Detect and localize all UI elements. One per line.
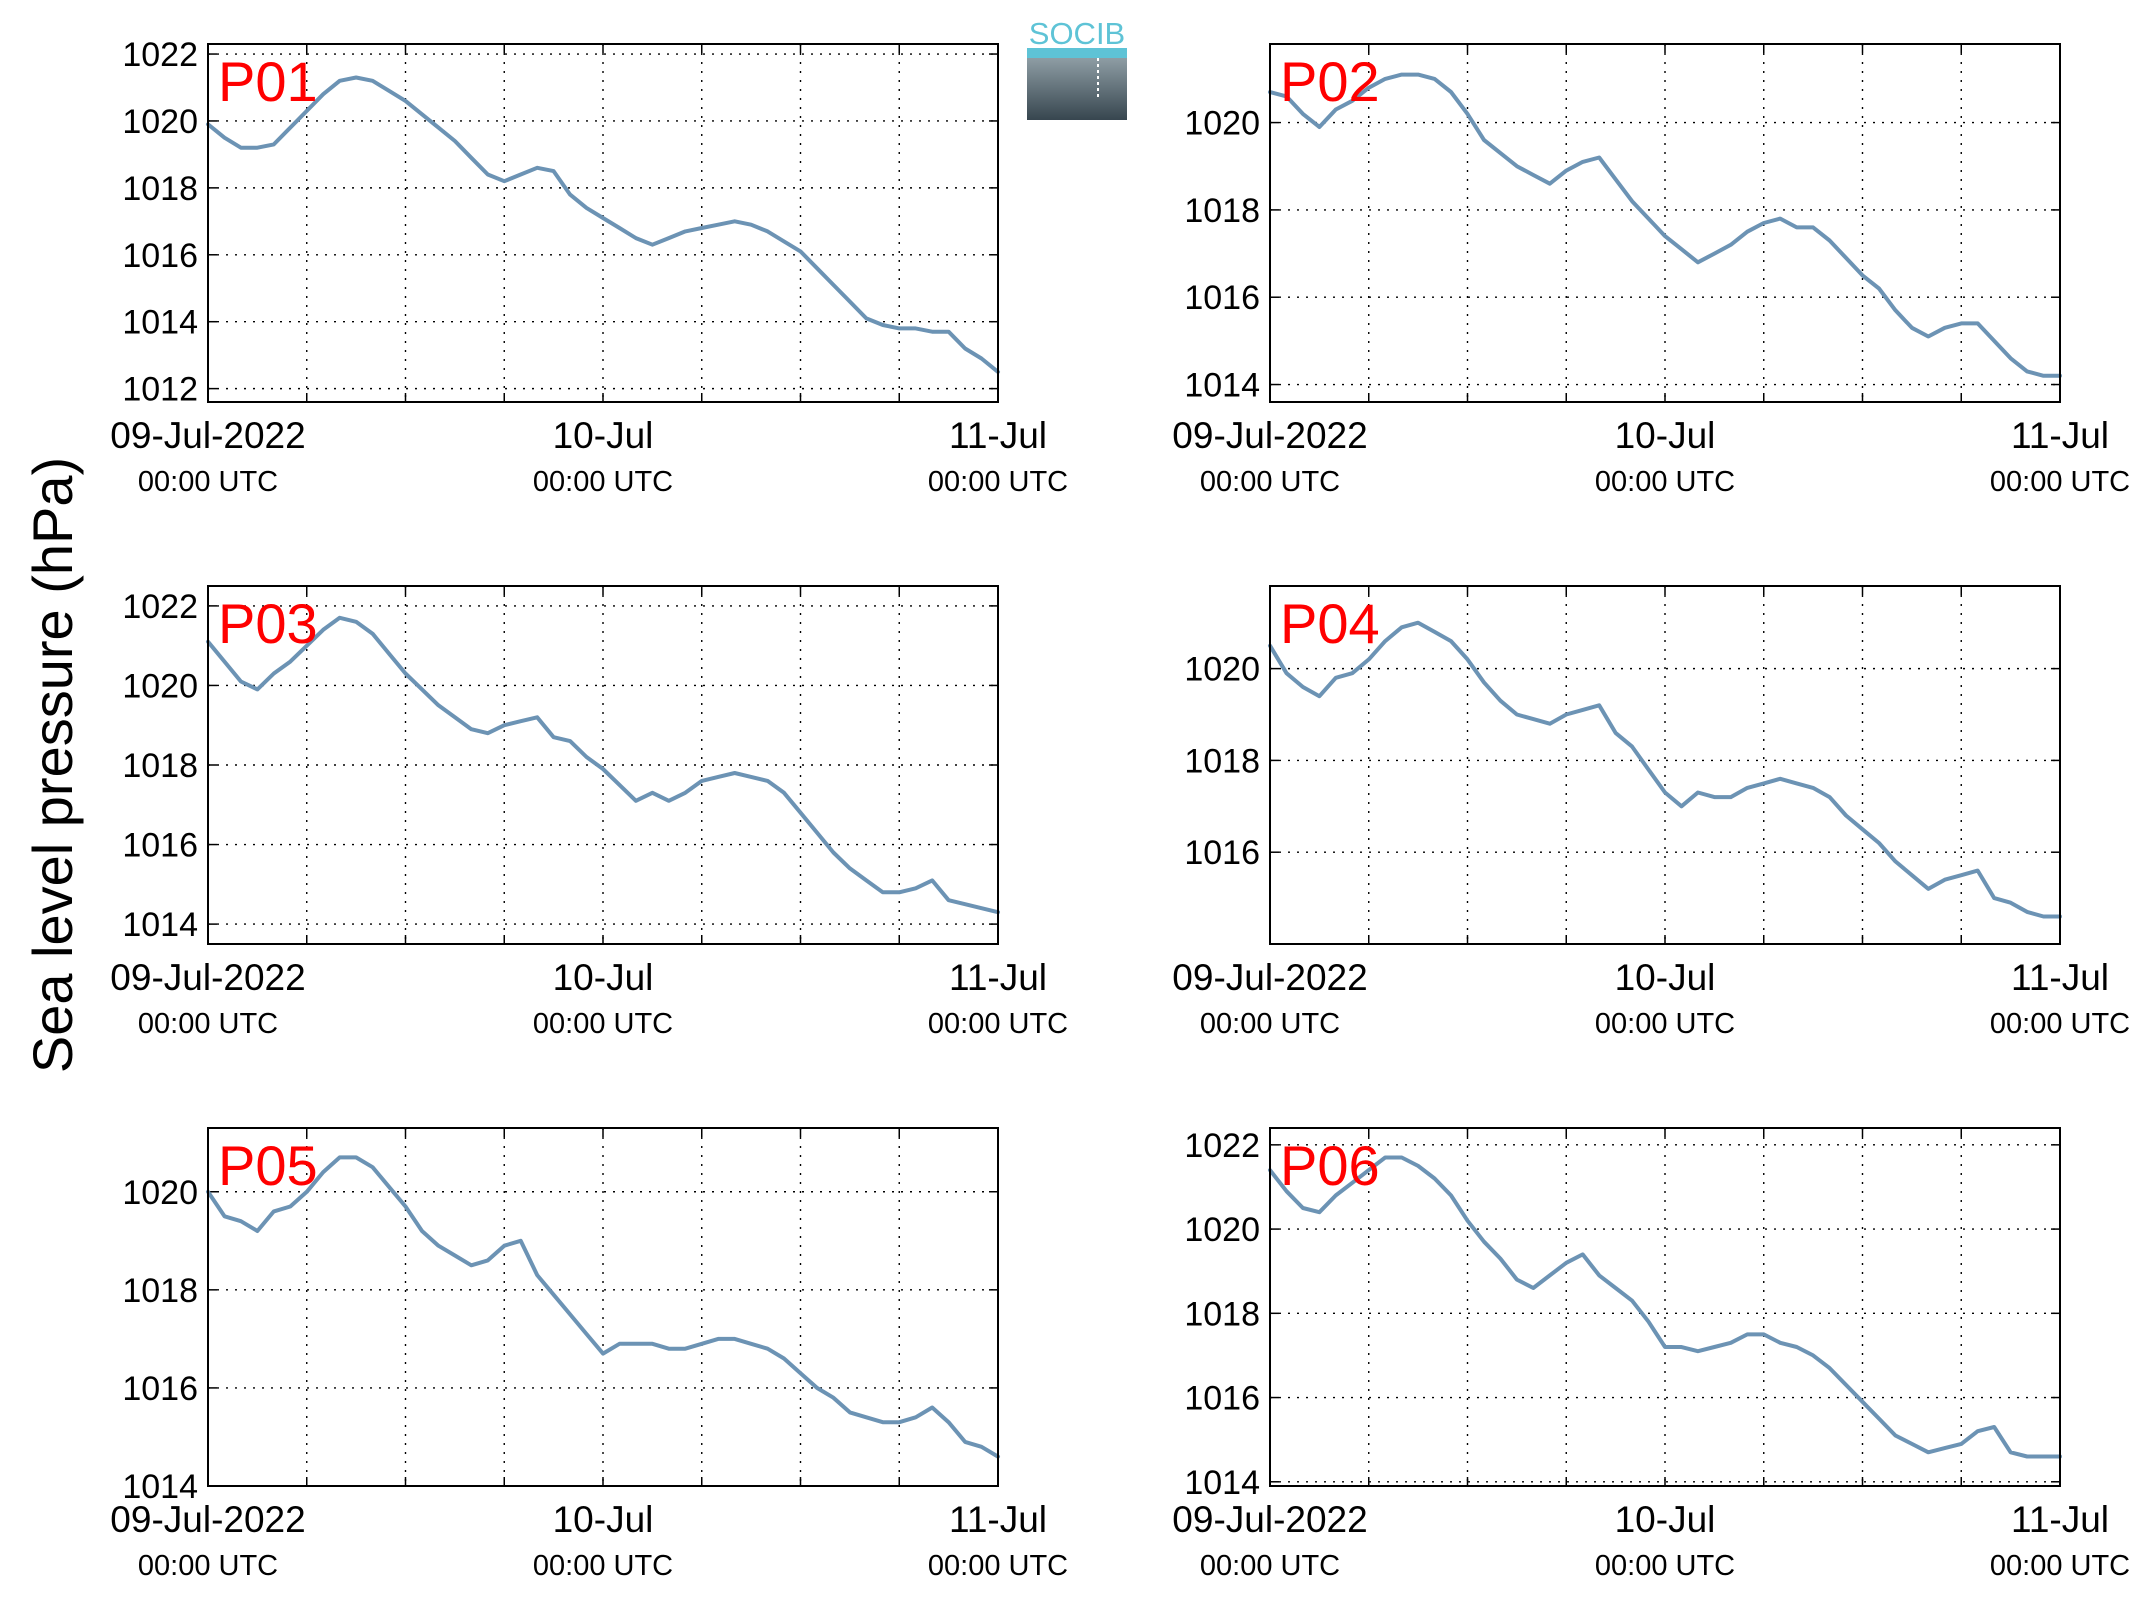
x-tick-label-time: 00:00 UTC [1200,466,1340,498]
y-tick-label: 1014 [1184,1464,1260,1502]
x-tick-label-time: 00:00 UTC [928,1008,1068,1040]
y-tick-label: 1018 [122,747,198,785]
x-tick-label-time: 00:00 UTC [1595,466,1735,498]
y-tick-label: 1022 [122,36,198,74]
station-label: P03 [218,592,318,655]
chart-panel-p06: 1014 1016 1018 1020 1022 09-Jul-2022 00:00 UTC… [1172,1127,2130,1582]
x-tick-label-date: 11-Jul [2011,415,2109,456]
x-tick-label-date: 10-Jul [1615,415,1716,456]
panels: 1012 1014 1016 1018 1020 1022 09-Jul-2022 00:00… [110,36,2130,1582]
pressure-series-line [206,615,1000,915]
x-tick-label-time: 00:00 UTC [138,1008,278,1040]
pressure-series-line [1268,620,2062,919]
x-tick-label-date: 11-Jul [949,415,1047,456]
y-tick-label: 1014 [122,304,198,342]
y-tick-label: 1018 [122,1272,198,1310]
axes-box [207,43,999,403]
axes-box [1269,43,2061,403]
x-tick-label-time: 00:00 UTC [1200,1550,1340,1582]
pressure-series-line [206,1155,1000,1459]
x-tick-label-date: 10-Jul [1615,957,1716,998]
x-tick-label-time: 00:00 UTC [533,466,673,498]
x-tick-label-date: 11-Jul [949,957,1047,998]
y-tick-label: 1020 [1184,105,1260,143]
x-tick-label-time: 00:00 UTC [1990,466,2130,498]
x-tick-label-time: 00:00 UTC [533,1008,673,1040]
x-tick-label-date: 09-Jul-2022 [110,957,305,998]
y-tick-label: 1016 [1184,834,1260,872]
y-tick-label: 1018 [1184,742,1260,780]
station-label: P04 [1280,592,1380,655]
x-tick-label-date: 11-Jul [949,1499,1047,1540]
y-tick-label: 1016 [122,237,198,275]
station-label: P05 [218,1134,318,1197]
y-tick-label: 1022 [122,588,198,626]
x-tick-label-time: 00:00 UTC [1200,1008,1340,1040]
y-tick-label: 1018 [122,170,198,208]
x-tick-label-date: 10-Jul [1615,1499,1716,1540]
station-label: P01 [218,50,318,113]
x-tick-label-time: 00:00 UTC [1595,1550,1735,1582]
x-tick-label-time: 00:00 UTC [928,1550,1068,1582]
station-label: P02 [1280,50,1380,113]
socib-logo: SOCIB [1027,16,1127,120]
chart-panel-p03: 1014 1016 1018 1020 1022 09-Jul-2022 00:00 UTC… [110,585,1068,1040]
logo-text: SOCIB [1029,16,1125,51]
x-tick-label-date: 09-Jul-2022 [1172,415,1367,456]
x-tick-label-time: 00:00 UTC [1990,1550,2130,1582]
x-tick-label-time: 00:00 UTC [533,1550,673,1582]
y-tick-label: 1020 [122,1174,198,1212]
x-tick-label-time: 00:00 UTC [1595,1008,1735,1040]
y-tick-label: 1014 [122,906,198,944]
axes-box [1269,585,2061,945]
pressure-series-line [1268,72,2062,378]
x-tick-label-time: 00:00 UTC [138,1550,278,1582]
y-tick-label: 1022 [1184,1127,1260,1165]
pressure-series-line [1268,1155,2062,1459]
y-tick-label: 1016 [122,1370,198,1408]
y-axis-title: Sea level pressure (hPa) [21,457,84,1073]
y-tick-label: 1020 [122,667,198,705]
chart-panel-p05: 1014 1016 1018 1020 09-Jul-2022 00:00 UTC 10-J… [110,1127,1068,1582]
x-tick-label-date: 10-Jul [553,415,654,456]
x-tick-label-date: 10-Jul [553,957,654,998]
y-tick-label: 1018 [1184,192,1260,230]
x-tick-label-date: 11-Jul [2011,1499,2109,1540]
x-tick-label-date: 09-Jul-2022 [1172,1499,1367,1540]
x-tick-label-date: 10-Jul [553,1499,654,1540]
y-tick-label: 1020 [1184,1211,1260,1249]
y-tick-label: 1020 [1184,651,1260,689]
chart-panel-p02: 1014 1016 1018 1020 09-Jul-2022 00:00 UTC 10-J… [1172,43,2130,498]
x-tick-label-date: 11-Jul [2011,957,2109,998]
station-label: P06 [1280,1134,1380,1197]
x-tick-label-date: 09-Jul-2022 [1172,957,1367,998]
y-tick-label: 1012 [122,371,198,409]
axes-box [207,585,999,945]
x-tick-label-date: 09-Jul-2022 [110,1499,305,1540]
pressure-series-line [206,75,1000,374]
x-tick-label-time: 00:00 UTC [928,466,1068,498]
axes-box [1269,1127,2061,1487]
y-tick-label: 1014 [1184,367,1260,405]
y-tick-label: 1016 [122,827,198,865]
chart-panel-p04: 1016 1018 1020 09-Jul-2022 00:00 UTC 10-Jul 00… [1172,585,2130,1040]
x-tick-label-time: 00:00 UTC [1990,1008,2130,1040]
y-tick-label: 1016 [1184,1380,1260,1418]
x-tick-label-date: 09-Jul-2022 [110,415,305,456]
y-tick-label: 1016 [1184,279,1260,317]
y-tick-label: 1018 [1184,1295,1260,1333]
y-tick-label: 1020 [122,103,198,141]
x-tick-label-time: 00:00 UTC [138,466,278,498]
axes-box [207,1127,999,1487]
y-tick-label: 1014 [122,1468,198,1506]
chart-panel-p01: 1012 1014 1016 1018 1020 1022 09-Jul-2022 00:00… [110,36,1068,498]
